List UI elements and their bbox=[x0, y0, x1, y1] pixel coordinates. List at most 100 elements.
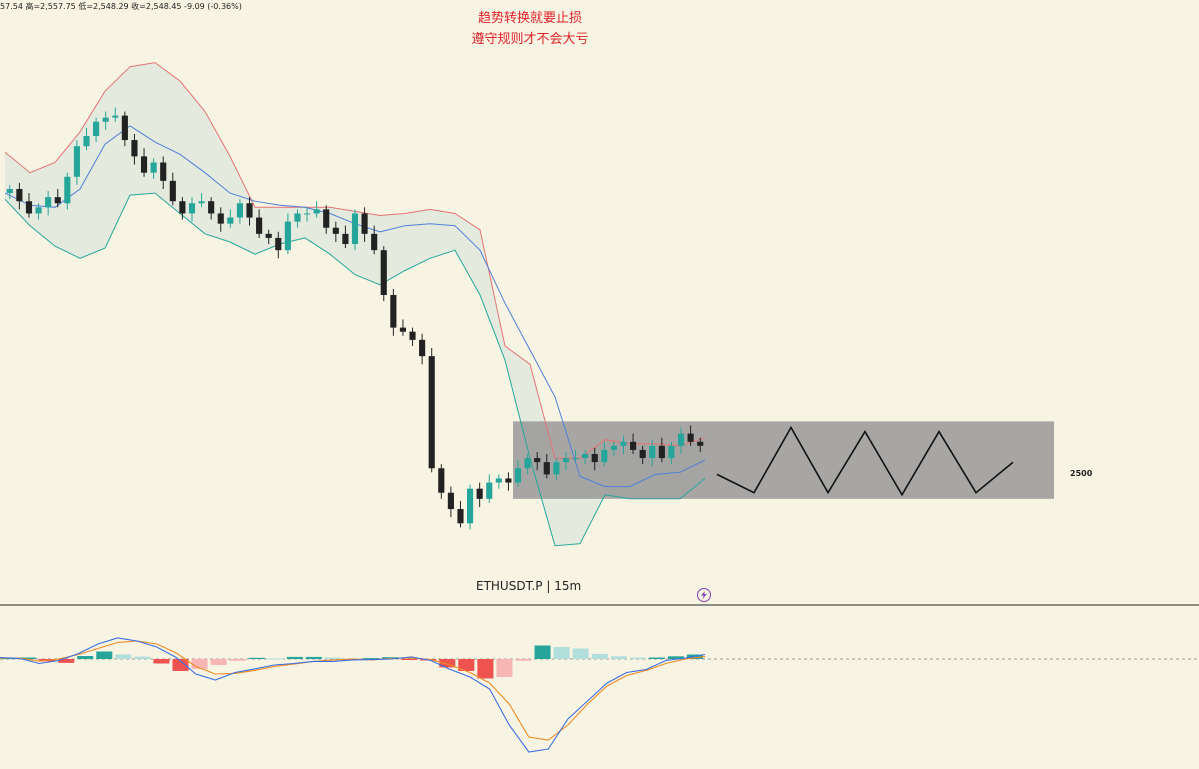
macd-histogram-bar bbox=[477, 659, 494, 679]
macd-histogram-bar bbox=[96, 651, 113, 659]
candle-body bbox=[169, 180, 176, 202]
candle-body bbox=[208, 201, 215, 214]
macd-histogram-bar bbox=[534, 645, 551, 659]
candle-body bbox=[524, 458, 531, 469]
macd-histogram-bar bbox=[324, 657, 341, 659]
annotation-line-2[interactable]: 遵守规则才不会大亏 bbox=[471, 32, 589, 47]
candle-body bbox=[620, 441, 627, 446]
macd-histogram-bar bbox=[496, 659, 513, 677]
candle-body bbox=[495, 478, 502, 483]
macd-histogram-bar bbox=[553, 647, 570, 659]
candle-body bbox=[505, 478, 512, 483]
candle-body bbox=[534, 458, 541, 463]
macd-histogram-bar bbox=[305, 656, 322, 659]
candle-body bbox=[562, 458, 570, 463]
candle-body bbox=[677, 433, 685, 446]
candle-body bbox=[582, 454, 589, 459]
candle-body bbox=[284, 221, 291, 251]
candle-body bbox=[45, 197, 52, 208]
candle-body bbox=[486, 482, 493, 499]
candle-body bbox=[303, 213, 311, 215]
candle-body bbox=[697, 441, 704, 446]
candle-body bbox=[198, 201, 205, 204]
candle-body bbox=[6, 189, 13, 194]
candle-body bbox=[630, 441, 637, 450]
macd-histogram-bar bbox=[229, 659, 246, 661]
macd-histogram-bar bbox=[610, 656, 627, 659]
bb-lower-line bbox=[4, 192, 706, 547]
candle-body bbox=[342, 233, 349, 245]
candle-body bbox=[150, 162, 157, 173]
candle-body bbox=[409, 331, 416, 340]
annotation-line-1[interactable]: 趋势转换就要止损 bbox=[477, 11, 582, 26]
macd-histogram-bar bbox=[629, 657, 646, 659]
macd-signal-line bbox=[0, 640, 706, 741]
macd-histogram-bar bbox=[515, 659, 532, 661]
candle-body bbox=[332, 227, 339, 234]
candlestick-series bbox=[6, 107, 704, 530]
zigzag-path bbox=[716, 425, 1014, 497]
candle-body bbox=[16, 189, 23, 202]
price-level-label: 2500 bbox=[1070, 469, 1093, 478]
candle-body bbox=[467, 488, 474, 524]
candle-body bbox=[553, 462, 560, 475]
candle-body bbox=[457, 509, 464, 524]
macd-histogram-bar bbox=[77, 656, 94, 659]
candle-body bbox=[419, 339, 426, 357]
candle-body bbox=[265, 233, 272, 238]
candle-body bbox=[361, 213, 368, 234]
candle-body bbox=[658, 445, 665, 459]
macd-histogram-bar bbox=[191, 659, 208, 669]
candle-body bbox=[121, 115, 128, 141]
macd-histogram-bar bbox=[591, 653, 608, 659]
candle-body bbox=[236, 203, 243, 218]
candle-body bbox=[217, 213, 224, 224]
candle-body bbox=[112, 115, 119, 118]
macd-histogram-bar bbox=[286, 656, 303, 659]
candle-body bbox=[131, 140, 138, 157]
candle-body bbox=[160, 162, 167, 181]
macd-histogram-bar bbox=[134, 656, 151, 659]
macd-histogram-bar bbox=[648, 657, 665, 659]
candle-body bbox=[514, 468, 522, 483]
candle-body bbox=[649, 445, 656, 459]
candle-body bbox=[543, 462, 550, 475]
macd-histogram-bar bbox=[439, 659, 456, 668]
candle-body bbox=[639, 449, 646, 459]
candle-body bbox=[371, 233, 378, 251]
candle-body bbox=[601, 449, 608, 463]
macd-main-line bbox=[0, 637, 706, 753]
macd-histogram-bar bbox=[401, 659, 418, 660]
candle-body bbox=[93, 121, 100, 136]
candle-body bbox=[476, 488, 483, 499]
symbol-interval-label: ETHUSDT.P | 15m bbox=[476, 579, 582, 593]
candle-body bbox=[256, 217, 263, 234]
macd-histogram-bar bbox=[667, 656, 684, 659]
macd-histogram-bar bbox=[20, 657, 37, 659]
candle-body bbox=[572, 458, 579, 460]
candle-body bbox=[35, 207, 42, 214]
candle-body bbox=[323, 209, 330, 228]
candle-body bbox=[610, 445, 617, 450]
candle-body bbox=[64, 176, 71, 204]
candle-body bbox=[294, 213, 301, 222]
candle-body bbox=[25, 201, 33, 214]
lightning-bolt-icon[interactable] bbox=[697, 588, 711, 602]
macd-histogram-bar bbox=[153, 659, 170, 664]
macd-lines bbox=[0, 637, 706, 753]
candle-body bbox=[399, 327, 407, 332]
candle-body bbox=[591, 454, 598, 463]
candle-body bbox=[140, 156, 148, 173]
candle-body bbox=[668, 445, 675, 459]
macd-histogram-bar bbox=[248, 657, 265, 659]
ohlc-readout: 57.54 高=2,557.75 低=2,548.29 收=2,548.45 -… bbox=[0, 2, 242, 11]
candle-body bbox=[687, 433, 694, 442]
candle-body bbox=[390, 295, 397, 328]
candle-body bbox=[275, 237, 282, 251]
candle-body bbox=[83, 136, 90, 147]
candle-body bbox=[351, 213, 359, 245]
candle-body bbox=[227, 217, 234, 224]
candle-body bbox=[380, 250, 387, 295]
candle-body bbox=[188, 203, 196, 214]
